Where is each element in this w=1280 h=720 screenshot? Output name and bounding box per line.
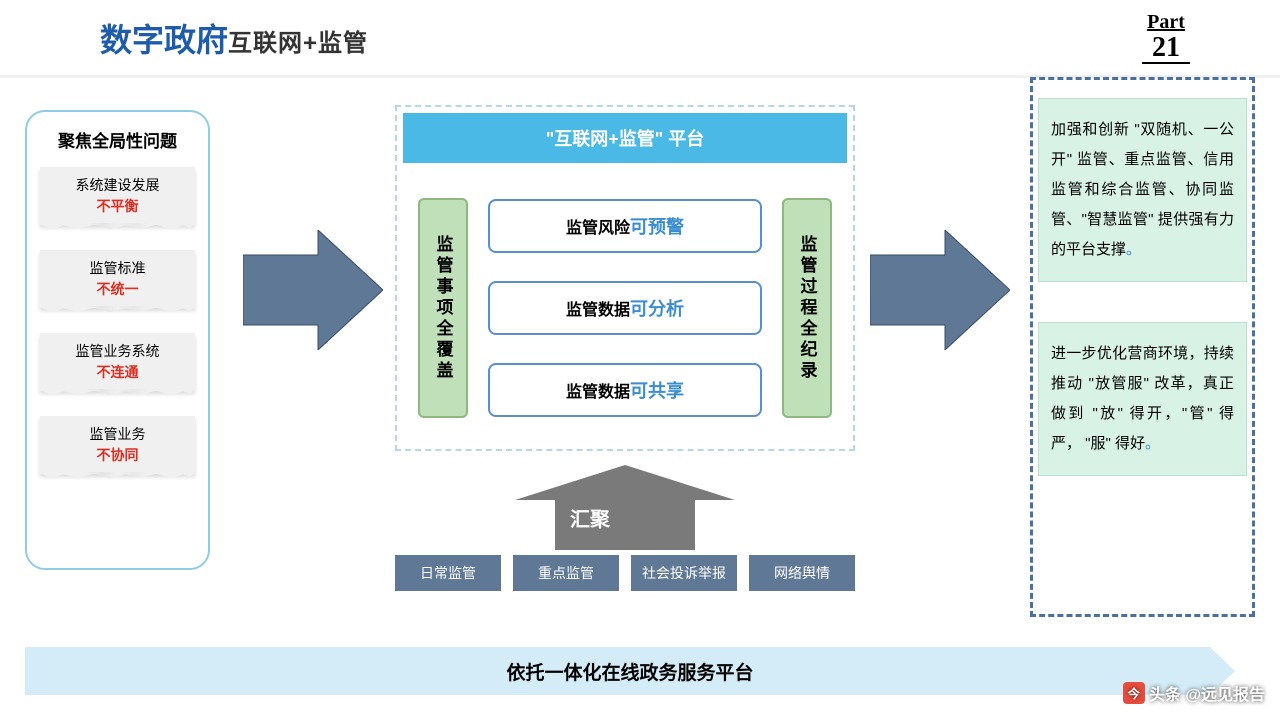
arrow-right-icon: [870, 230, 1010, 350]
arrow-right-icon: [243, 230, 383, 350]
part-label: Part: [1142, 11, 1190, 34]
issue-box: 监管标准 不统一: [40, 250, 195, 308]
outcome-box: 加强和创新 "双随机、一公开" 监管、重点监管、信用监管和综合监管、协同监管、"…: [1038, 98, 1247, 282]
title-main: 数字政府: [100, 15, 228, 61]
issue-box: 系统建设发展 不平衡: [40, 167, 195, 225]
outcome-text: 加强和创新 "双随机、一公开" 监管、重点监管、信用监管和综合监管、协同监管、"…: [1051, 121, 1234, 258]
diagram-container: 聚焦全局性问题 系统建设发展 不平衡 监管标准 不统一 监管业务系统 不连通 监…: [25, 95, 1255, 635]
title-sub: 互联网+监管: [228, 23, 368, 58]
issue-highlight: 不协同: [45, 445, 190, 466]
pill-prefix: 监管数据: [566, 384, 630, 401]
part-indicator: Part 21: [1142, 11, 1190, 64]
left-issues-panel: 聚焦全局性问题 系统建设发展 不平衡 监管标准 不统一 监管业务系统 不连通 监…: [25, 110, 210, 570]
part-number: 21: [1142, 34, 1190, 64]
outcome-box: 进一步优化营商环境，持续推动 "放管服" 改革，真正做到 "放" 得开，"管" …: [1038, 322, 1247, 476]
pill-prefix: 监管风险: [566, 220, 630, 237]
left-vertical-label: 监管事项全覆盖: [418, 198, 468, 418]
right-outcomes-panel: 加强和创新 "双随机、一公开" 监管、重点监管、信用监管和综合监管、协同监管、"…: [1030, 77, 1255, 617]
platform-title: "互联网+监管" 平台: [403, 113, 847, 163]
capability-pill: 监管数据可共享: [488, 363, 762, 417]
pill-prefix: 监管数据: [566, 302, 630, 319]
source-box: 社会投诉举报: [631, 555, 737, 591]
issue-highlight: 不连通: [45, 362, 190, 383]
issue-highlight: 不平衡: [45, 196, 190, 217]
issue-box: 监管业务系统 不连通: [40, 333, 195, 391]
sources-row: 日常监管 重点监管 社会投诉举报 网络舆情: [395, 555, 855, 591]
capability-pill: 监管风险可预警: [488, 199, 762, 253]
issue-highlight: 不统一: [45, 279, 190, 300]
watermark: 今 头条 @远见报告: [1123, 681, 1265, 705]
watermark-icon: 今: [1123, 682, 1145, 704]
right-vertical-label: 监管过程全纪录: [782, 198, 832, 418]
bottom-banner: 依托一体化在线政务服务平台: [25, 647, 1235, 695]
platform-body: 监管事项全覆盖 监管风险可预警 监管数据可分析 监管数据可共享 监管过程全纪录: [403, 163, 847, 443]
center-platform-panel: "互联网+监管" 平台 监管事项全覆盖 监管风险可预警 监管数据可分析 监管数据…: [395, 105, 855, 451]
aggregate-label: 汇聚: [570, 503, 610, 532]
page-header: 数字政府 互联网+监管 Part 21: [0, 0, 1280, 78]
pill-highlight: 可分析: [630, 299, 684, 319]
issue-label: 监管业务系统: [45, 341, 190, 362]
left-title: 聚焦全局性问题: [37, 127, 198, 152]
pill-highlight: 可预警: [630, 217, 684, 237]
arrow-up-icon: [515, 465, 735, 550]
source-box: 网络舆情: [749, 555, 855, 591]
issue-label: 监管标准: [45, 258, 190, 279]
source-box: 重点监管: [513, 555, 619, 591]
issue-label: 监管业务: [45, 424, 190, 445]
pill-highlight: 可共享: [630, 381, 684, 401]
source-box: 日常监管: [395, 555, 501, 591]
header-title: 数字政府 互联网+监管: [100, 15, 368, 61]
capability-pill: 监管数据可分析: [488, 281, 762, 335]
issue-box: 监管业务 不协同: [40, 416, 195, 474]
issue-label: 系统建设发展: [45, 175, 190, 196]
capabilities-column: 监管风险可预警 监管数据可分析 监管数据可共享: [488, 198, 762, 418]
outcome-text: 进一步优化营商环境，持续推动 "放管服" 改革，真正做到 "放" 得开，"管" …: [1051, 345, 1234, 452]
watermark-text: 头条 @远见报告: [1149, 681, 1265, 705]
